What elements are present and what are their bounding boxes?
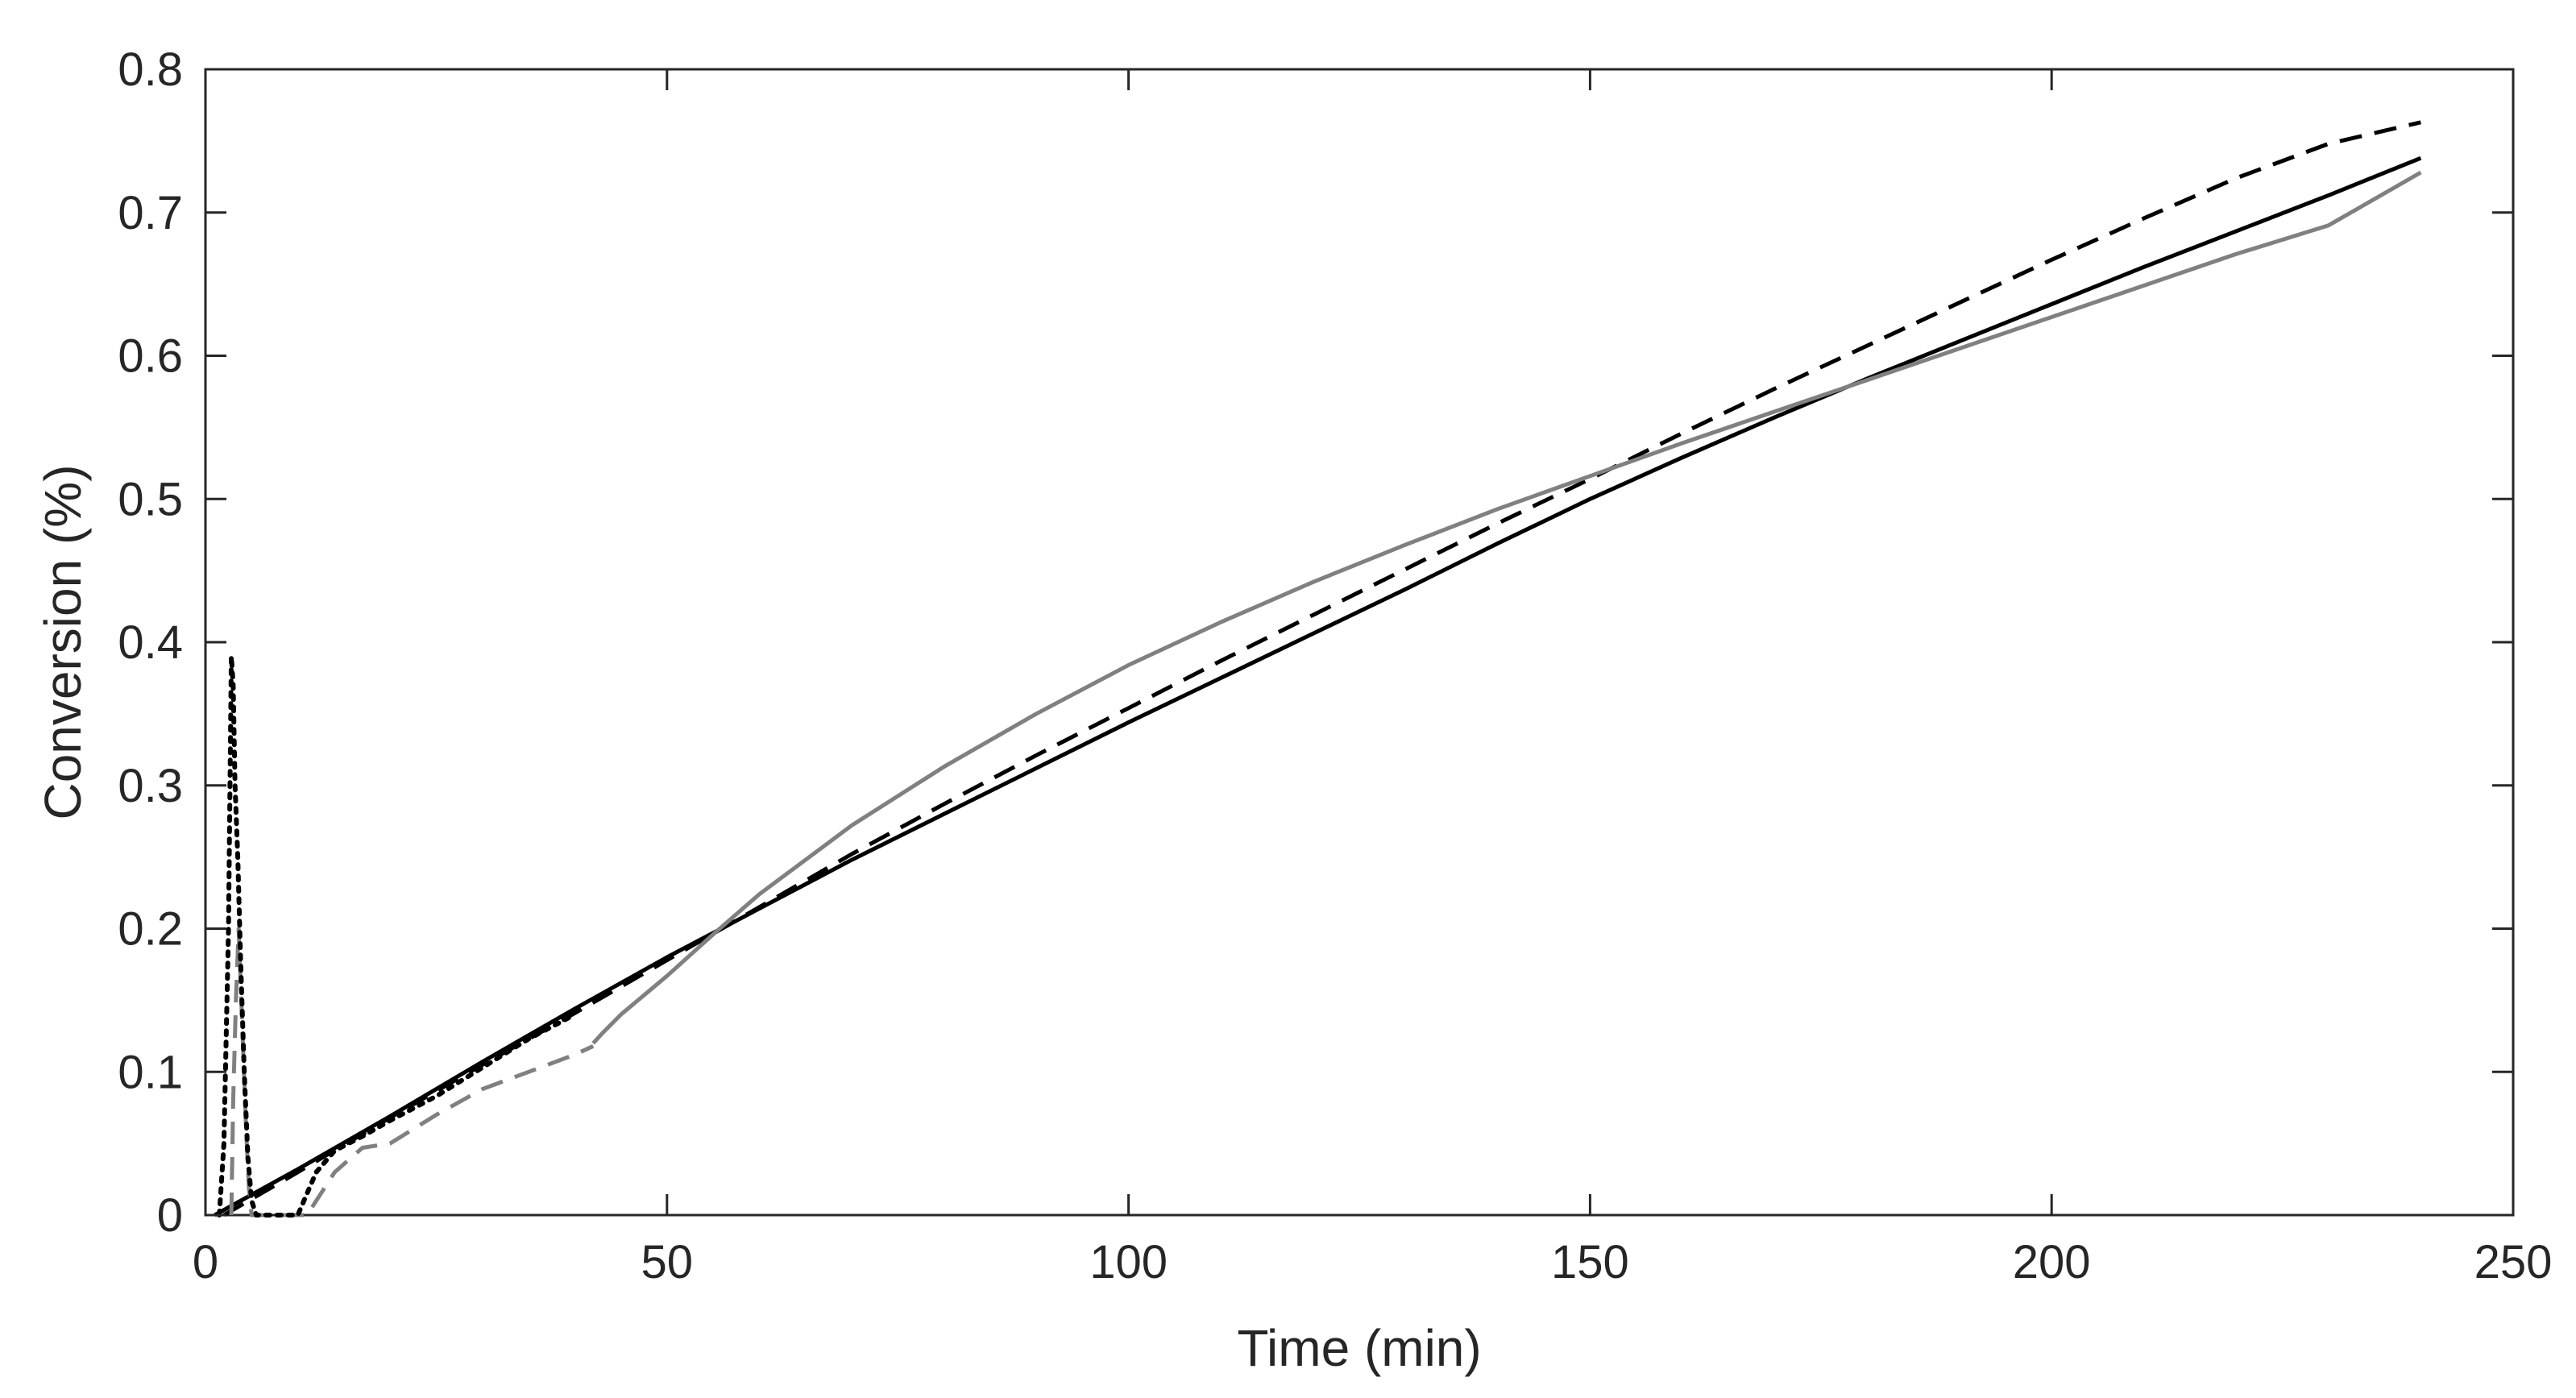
y-tick-label: 0.3 [118, 760, 183, 812]
x-tick-label: 100 [1089, 1236, 1168, 1288]
series-line-3 [591, 170, 2422, 1045]
y-tick-label: 0.1 [118, 1046, 183, 1098]
series-line-4 [229, 927, 595, 1218]
tick-layer: 0 50 100 150 200 250 0 0.1 0.2 0.3 0.4 0.5 0.6 0.7 0.8 [118, 44, 2552, 1288]
x-tick-label: 200 [2013, 1236, 2091, 1288]
y-axis-title: Conversion (%) [34, 464, 92, 819]
x-tick-label: 0 [193, 1236, 218, 1288]
y-tick-label: 0.7 [118, 187, 183, 239]
series-line-1 [214, 156, 2422, 1218]
series-layer [214, 120, 2422, 1218]
x-tick-label: 150 [1551, 1236, 1629, 1288]
x-axis-title: Time (min) [1237, 1319, 1481, 1377]
y-tick-label: 0.5 [118, 473, 183, 525]
y-tick-label: 0.6 [118, 330, 183, 383]
series-line-5 [217, 653, 578, 1218]
y-tick-label: 0.8 [118, 44, 183, 96]
y-tick-label: 0.2 [118, 903, 183, 956]
plot-area [204, 68, 2515, 1217]
series-line-2 [222, 120, 2421, 1218]
x-tick-label: 250 [2474, 1236, 2553, 1288]
y-tick-label: 0 [157, 1189, 183, 1242]
y-tick-label: 0.4 [118, 616, 183, 669]
x-tick-label: 50 [641, 1236, 694, 1288]
